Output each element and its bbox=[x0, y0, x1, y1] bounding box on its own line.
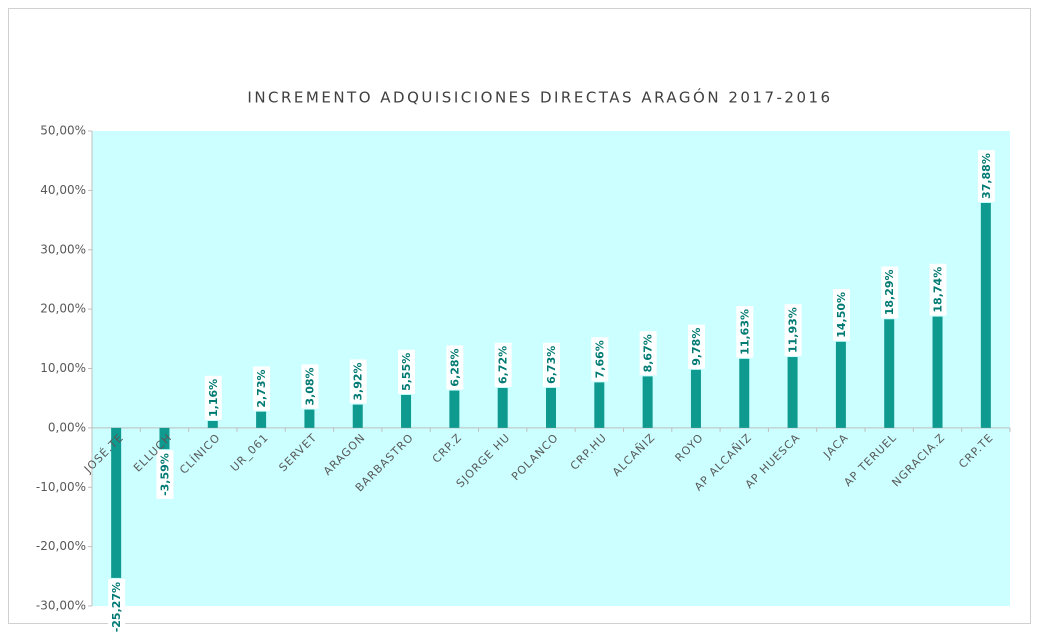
value-label-text: 5,55% bbox=[400, 353, 413, 391]
value-label: 6,72% bbox=[494, 342, 512, 387]
value-label: 2,73% bbox=[253, 366, 271, 411]
value-label: 8,67% bbox=[639, 331, 657, 376]
value-label: 37,88% bbox=[977, 150, 995, 202]
value-label-text: 3,08% bbox=[303, 367, 316, 405]
value-label-text: 2,73% bbox=[255, 369, 268, 407]
value-label-text: 11,63% bbox=[738, 309, 751, 355]
value-label-text: -3,59% bbox=[158, 453, 171, 496]
value-label: 9,78% bbox=[687, 324, 705, 369]
value-label: -3,59% bbox=[156, 450, 174, 499]
y-tick-label: 40,00% bbox=[40, 183, 86, 197]
bar bbox=[546, 387, 556, 428]
y-tick-label: 0,00% bbox=[48, 420, 86, 434]
y-tick-label: -20,00% bbox=[36, 539, 86, 553]
bar bbox=[352, 404, 363, 428]
value-label-text: 14,50% bbox=[835, 292, 848, 338]
value-label: 18,74% bbox=[929, 263, 947, 316]
bar bbox=[207, 420, 218, 428]
value-label: 3,08% bbox=[301, 364, 319, 409]
value-label-bg bbox=[687, 324, 705, 369]
value-label-bg bbox=[446, 345, 464, 390]
value-label-text: 7,66% bbox=[593, 340, 606, 378]
bar bbox=[111, 427, 122, 578]
value-label: 6,28% bbox=[446, 345, 464, 390]
value-label-bg bbox=[591, 337, 609, 382]
bar bbox=[835, 341, 846, 428]
bar bbox=[594, 382, 605, 428]
y-tick-label: -30,00% bbox=[36, 599, 86, 613]
value-label: 3,92% bbox=[349, 359, 367, 404]
value-label-bg bbox=[784, 304, 802, 357]
value-label-text: 6,72% bbox=[497, 346, 510, 384]
value-label: 1,16% bbox=[204, 375, 222, 420]
bar bbox=[497, 387, 508, 428]
value-label-bg bbox=[736, 305, 754, 358]
value-label-bg bbox=[639, 331, 657, 376]
value-label-bg bbox=[156, 450, 174, 499]
bar bbox=[884, 319, 895, 428]
value-label: 6,73% bbox=[543, 342, 560, 387]
bar bbox=[256, 411, 267, 428]
value-label-text: 6,73% bbox=[545, 346, 558, 384]
value-label: 7,66% bbox=[591, 337, 609, 382]
value-label-text: 6,28% bbox=[448, 348, 461, 386]
value-label-bg bbox=[253, 366, 271, 411]
bar bbox=[401, 394, 412, 428]
value-label-text: 11,93% bbox=[787, 307, 800, 353]
bar bbox=[787, 357, 798, 428]
value-label: 5,55% bbox=[398, 349, 416, 394]
value-label-text: 8,67% bbox=[642, 334, 655, 372]
value-label-bg bbox=[398, 349, 416, 394]
value-label-bg bbox=[832, 288, 850, 341]
bar bbox=[980, 202, 991, 428]
value-label-bg bbox=[881, 266, 899, 319]
bar bbox=[690, 369, 701, 428]
value-label-text: 9,78% bbox=[690, 328, 703, 366]
value-label-text: 37,88% bbox=[980, 153, 993, 199]
bar bbox=[642, 376, 653, 428]
value-label: 11,63% bbox=[736, 305, 754, 358]
value-label-bg bbox=[301, 364, 319, 409]
value-label-text: 18,29% bbox=[883, 269, 896, 315]
y-tick-label: 20,00% bbox=[40, 302, 86, 316]
value-label-text: -25,27% bbox=[110, 582, 123, 632]
value-label: -25,27% bbox=[108, 578, 126, 632]
value-label-bg bbox=[929, 263, 947, 316]
value-label: 14,50% bbox=[832, 288, 850, 341]
y-tick-label: 10,00% bbox=[40, 361, 86, 375]
value-label-bg bbox=[494, 342, 512, 387]
y-tick-label: 30,00% bbox=[40, 242, 86, 256]
value-label-text: 1,16% bbox=[207, 379, 220, 417]
y-tick-label: 50,00% bbox=[40, 124, 86, 138]
value-label-bg bbox=[543, 342, 560, 387]
chart-title: INCREMENTO ADQUISICIONES DIRECTAS ARAGÓN… bbox=[247, 88, 832, 107]
bar bbox=[739, 358, 750, 428]
value-label-text: 18,74% bbox=[932, 267, 945, 313]
bar bbox=[304, 409, 315, 428]
value-label: 11,93% bbox=[784, 304, 802, 357]
y-tick-label: -10,00% bbox=[36, 480, 86, 494]
value-label-bg bbox=[977, 150, 995, 202]
value-label-bg bbox=[349, 359, 367, 404]
bar bbox=[449, 390, 460, 428]
value-label: 18,29% bbox=[881, 266, 899, 319]
value-label-text: 3,92% bbox=[352, 362, 365, 400]
bar bbox=[159, 427, 170, 450]
value-label-bg bbox=[204, 375, 222, 420]
value-label-bg bbox=[108, 578, 126, 632]
bar bbox=[932, 316, 943, 428]
